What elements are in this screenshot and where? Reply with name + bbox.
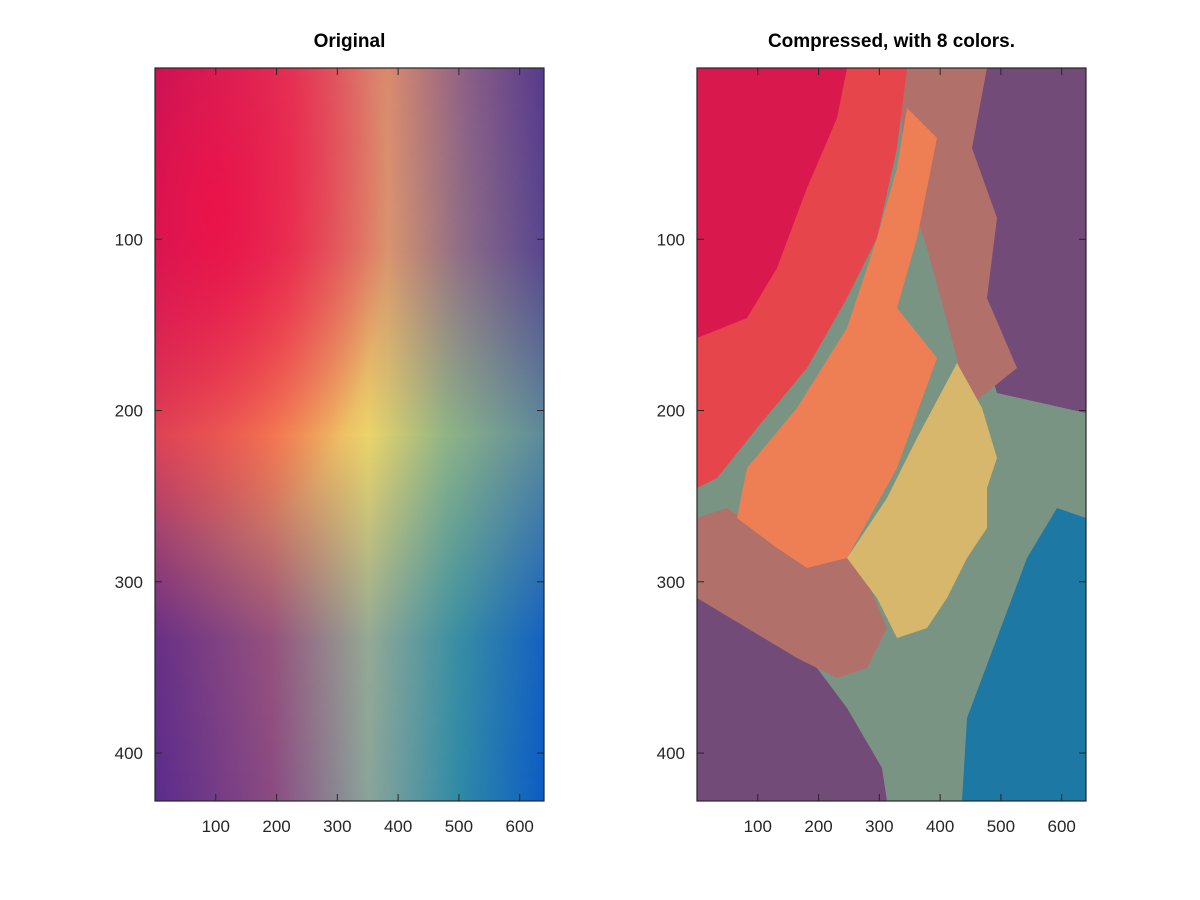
color-region	[697, 508, 887, 678]
color-region	[962, 508, 1086, 801]
original-plot: 100 200 300 400 500 600 100 200 300 400	[115, 67, 545, 836]
x-tick-label: 600	[1048, 817, 1076, 836]
color-region	[697, 588, 887, 801]
y-tick-label: 200	[115, 402, 143, 421]
y-tick-label: 400	[657, 744, 685, 763]
compressed-image	[697, 68, 1086, 801]
x-tick-label: 300	[323, 817, 351, 836]
color-region	[697, 68, 847, 338]
x-tick-label: 500	[987, 817, 1015, 836]
y-tick-label: 400	[115, 744, 143, 763]
x-tick-label: 600	[506, 817, 534, 836]
chart-title: Compressed, with 8 colors.	[768, 31, 1015, 52]
x-tick-label: 500	[445, 817, 473, 836]
y-tick-label: 100	[115, 230, 143, 249]
chart-title: Original	[314, 31, 386, 52]
axis-ticks: 100 200 300 400 500 600 100 200 300 400	[115, 68, 544, 836]
y-tick-label: 100	[657, 230, 685, 249]
x-tick-label: 400	[384, 817, 412, 836]
x-tick-label: 100	[744, 817, 772, 836]
y-tick-label: 300	[115, 573, 143, 592]
original-image	[155, 68, 544, 801]
x-tick-label: 200	[262, 817, 290, 836]
x-tick-label: 200	[804, 817, 832, 836]
x-tick-label: 100	[202, 817, 230, 836]
compressed-plot: 100 200 300 400 500 600 100 200 300 400	[657, 67, 1087, 836]
color-region	[737, 108, 937, 568]
axis-ticks: 100 200 300 400 500 600 100 200 300 400	[657, 68, 1086, 836]
x-tick-label: 300	[865, 817, 893, 836]
color-region	[847, 363, 997, 638]
y-tick-label: 300	[657, 573, 685, 592]
x-tick-label: 400	[926, 817, 954, 836]
axes-box	[696, 67, 1087, 802]
y-tick-label: 200	[657, 402, 685, 421]
axes-box	[154, 67, 545, 802]
